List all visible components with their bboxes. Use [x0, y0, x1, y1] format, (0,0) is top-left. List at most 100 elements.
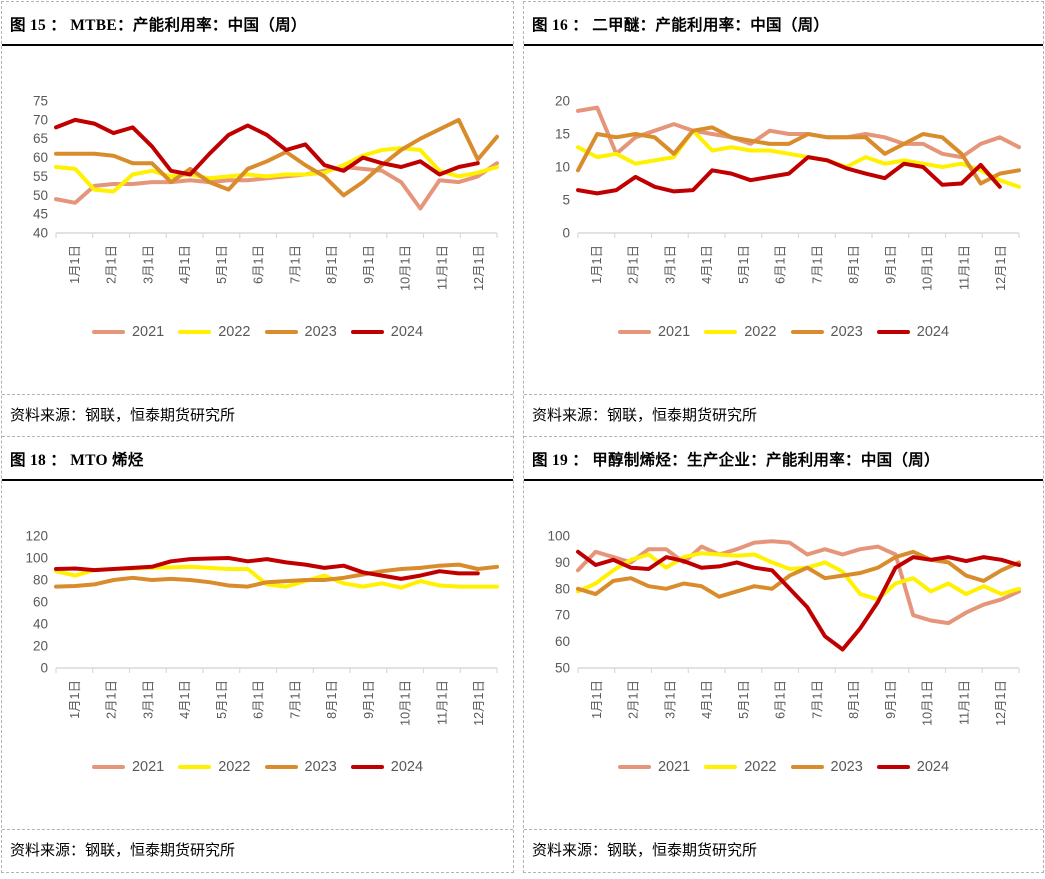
chart-panel-fig16: 图 16 ： 二甲醚：产能利用率：中国（周） 0 5 10 15 20 1月1日 2月1日 3… — [524, 2, 1043, 395]
legend-item-2022: 2022 — [704, 324, 777, 340]
series-line-2021 — [576, 539, 1021, 626]
x-axis-month-label: 5月1日 — [215, 245, 229, 284]
legend-label-2023: 2023 — [304, 324, 337, 340]
x-axis-month-label: 5月1日 — [737, 245, 751, 284]
legend-label-2022: 2022 — [744, 759, 777, 775]
y-axis-tick-label: 60 — [33, 595, 48, 610]
y-axis-tick-label: 65 — [33, 131, 48, 146]
x-axis-month-label: 1月1日 — [68, 245, 82, 284]
legend-item-2021: 2021 — [91, 759, 165, 775]
series-line-2023 — [54, 562, 499, 589]
source-note-fig18: 资料来源：钢联，恒泰期货研究所 — [10, 843, 236, 859]
left-column: 图 15 ： MTBE：产能利用率：中国（周） 40 45 50 55 60 65 70 75… — [1, 1, 514, 873]
x-axis-month-label: 2月1日 — [105, 245, 119, 284]
legend-swatch-2021 — [91, 764, 125, 770]
chart-legend-fig18: 2021 2022 2023 2024 — [2, 759, 513, 775]
y-axis-tick-label: 70 — [33, 112, 48, 127]
series-line-2022 — [576, 551, 1021, 602]
legend-label-2023: 2023 — [830, 324, 863, 340]
legend-label-2023: 2023 — [830, 759, 863, 775]
x-axis-month-label: 6月1日 — [774, 680, 788, 719]
x-axis-month-label: 12月1日 — [994, 245, 1008, 291]
series-line-2021 — [576, 105, 1021, 160]
x-axis-month-label: 3月1日 — [663, 680, 677, 719]
x-axis-month-label: 2月1日 — [627, 245, 641, 284]
x-axis-month-label: 10月1日 — [921, 680, 935, 726]
legend-item-2023: 2023 — [790, 759, 863, 775]
legend-swatch-2024 — [876, 329, 910, 335]
x-axis-month-label: 3月1日 — [141, 245, 155, 284]
legend-swatch-2023 — [264, 764, 298, 770]
series-line-2024 — [54, 117, 480, 177]
x-axis-month-label: 5月1日 — [737, 680, 751, 719]
y-axis-tick-label: 15 — [555, 127, 570, 142]
x-axis-month-label: 7月1日 — [810, 245, 824, 284]
x-axis-month-label: 6月1日 — [252, 245, 266, 284]
chart-panel-fig15: 图 15 ： MTBE：产能利用率：中国（周） 40 45 50 55 60 65 70 75… — [2, 2, 513, 395]
legend-item-2021: 2021 — [617, 759, 690, 775]
series-line-2022 — [576, 128, 1021, 189]
x-axis-month-label: 9月1日 — [884, 680, 898, 719]
legend-swatch-2021 — [617, 764, 651, 770]
chart-canvas-fig19: 50 60 70 80 90 100 1月1日 2月1日 3月1日 4月1日 5月1日 6月1日 7月1… — [528, 481, 1043, 747]
chart-title-fig18: 图 18 ： MTO 烯烃 — [2, 437, 513, 481]
x-axis-month-label: 4月1日 — [700, 680, 714, 719]
legend-item-2024: 2024 — [350, 324, 423, 340]
x-axis-month-label: 7月1日 — [288, 680, 302, 719]
x-axis-month-label: 1月1日 — [590, 245, 604, 284]
series-line-2023 — [576, 549, 1021, 599]
legend-item-2021: 2021 — [617, 324, 691, 340]
y-axis-tick-label: 60 — [33, 150, 48, 165]
y-axis-tick-label: 100 — [25, 551, 48, 566]
x-axis-month-label: 2月1日 — [105, 680, 119, 719]
legend-label-2024: 2024 — [916, 324, 950, 340]
chart-canvas-fig18: 0 20 40 60 80 100 120 1月1日 2月1日 3月1日 4月1日 5月1日 6月1日 7… — [6, 481, 513, 747]
chart-legend-fig19: 2021 2022 2023 2024 — [524, 759, 1043, 775]
x-axis-month-label: 10月1日 — [921, 245, 935, 291]
x-axis-month-label: 10月1日 — [399, 680, 413, 726]
legend-swatch-2022 — [178, 329, 212, 335]
y-axis-tick-label: 100 — [547, 529, 570, 544]
chart-legend-fig15: 2021 2022 2023 2024 — [2, 324, 513, 340]
x-axis-month-label: 2月1日 — [627, 680, 641, 719]
legend-label-2021: 2021 — [657, 324, 691, 340]
chart-panel-fig18: 图 18 ： MTO 烯烃 0 20 40 60 80 100 120 1月1日 2月1日 3月1… — [2, 437, 513, 830]
y-axis-tick-label: 50 — [555, 661, 570, 676]
y-axis-tick-label: 75 — [33, 94, 48, 109]
series-line-2023 — [576, 125, 1021, 186]
legend-swatch-2023 — [264, 329, 298, 335]
legend-swatch-2024 — [350, 329, 384, 335]
x-axis-month-label: 11月1日 — [435, 245, 449, 290]
legend-swatch-2024 — [350, 764, 384, 770]
x-axis-month-label: 3月1日 — [141, 680, 155, 719]
chart-title-fig15: 图 15 ： MTBE：产能利用率：中国（周） — [2, 2, 513, 46]
legend-item-2022: 2022 — [178, 759, 251, 775]
legend-item-2024: 2024 — [876, 759, 950, 775]
legend-swatch-2022 — [704, 764, 738, 770]
legend-label-2024: 2024 — [916, 759, 950, 775]
legend-label-2021: 2021 — [131, 759, 165, 775]
legend-label-2021: 2021 — [131, 324, 165, 340]
series-line-2024 — [576, 155, 1002, 196]
legend-item-2023: 2023 — [264, 759, 337, 775]
x-axis-month-label: 4月1日 — [178, 245, 192, 284]
x-axis-month-label: 11月1日 — [957, 680, 971, 725]
legend-label-2022: 2022 — [218, 324, 251, 340]
legend-swatch-2022 — [704, 329, 738, 335]
legend-swatch-2021 — [91, 329, 125, 335]
chart-title-fig16: 图 16 ： 二甲醚：产能利用率：中国（周） — [524, 2, 1043, 46]
right-column: 图 16 ： 二甲醚：产能利用率：中国（周） 0 5 10 15 20 1月1日 2月1日 3… — [523, 1, 1044, 873]
y-axis-tick-label: 40 — [33, 226, 48, 241]
y-axis-tick-label: 80 — [555, 581, 570, 596]
x-axis-month-label: 7月1日 — [810, 680, 824, 719]
x-axis-month-label: 12月1日 — [994, 680, 1008, 726]
x-axis-month-label: 12月1日 — [472, 680, 486, 726]
legend-item-2022: 2022 — [704, 759, 777, 775]
series-line-2022 — [54, 146, 499, 194]
legend-swatch-2021 — [617, 329, 651, 335]
chart-panel-fig19: 图 19 ： 甲醇制烯烃：生产企业：产能利用率：中国（周） 50 60 70 80 90… — [524, 437, 1043, 830]
chart-legend-fig16: 2021 2022 2023 2024 — [524, 324, 1043, 340]
y-axis-tick-label: 80 — [33, 573, 48, 588]
column-gutter — [514, 1, 523, 873]
